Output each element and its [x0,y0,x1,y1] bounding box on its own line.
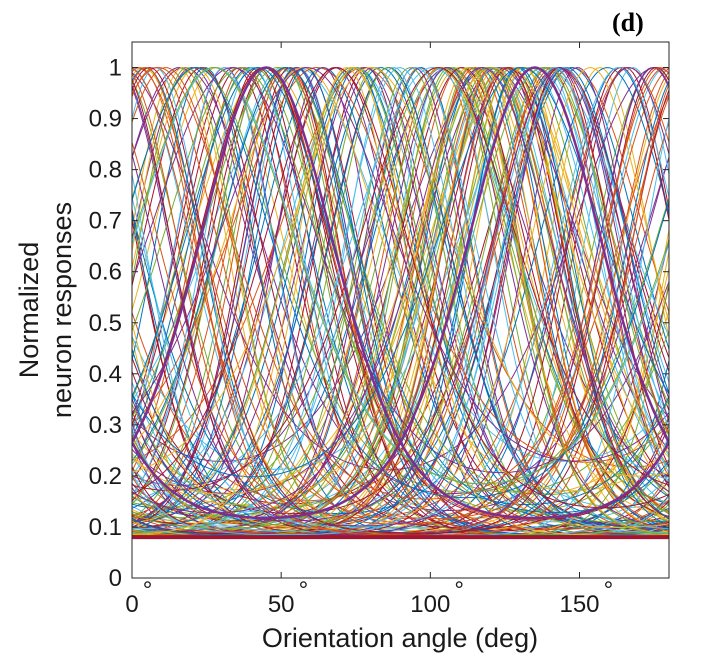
tuning-curve [132,67,669,502]
tuning-curve [132,66,669,528]
tuning-curve [132,67,669,536]
tuning-curve [132,67,669,535]
y-tick-label: 0.7 [89,208,122,235]
y-axis-label-line-1: Normalized [14,242,44,379]
tuning-curve [132,66,669,529]
plot-frame [131,41,670,579]
tuning-curve [132,66,669,505]
tuning-curve [132,66,669,525]
x-axis-ticks: 0°50°100°150° [125,42,613,618]
tuning-curve [132,67,669,513]
y-tick-label: 0.1 [89,514,122,541]
x-axis-label: Orientation angle (deg) [262,623,538,653]
tuning-curve [132,67,669,527]
tuning-curve [132,66,669,537]
tuning-curve [132,66,669,534]
tuning-curve [132,67,669,534]
tuning-curve [132,67,669,509]
tuning-curve [132,67,669,533]
y-tick-label: 0.6 [89,259,122,286]
x-tick-degree-sign: ° [143,577,153,604]
tuning-curves [132,66,669,540]
tuning-curve [132,67,669,462]
tuning-curve [132,66,669,493]
tuning-curve [132,66,669,485]
tuning-curve [132,67,669,509]
y-tick-label: 0.9 [89,106,122,133]
x-tick-degree-sign: ° [299,577,309,604]
tuning-curve [132,67,669,471]
tuning-curve [132,66,669,521]
x-tick-degree-sign: ° [454,577,464,604]
tuning-curve [132,67,669,530]
tuning-curve [132,67,669,526]
tuning-curve [132,67,669,474]
y-tick-label: 0.3 [89,412,122,439]
y-axis-label: Normalized neuron responses [14,202,77,418]
tuning-curve [132,67,669,499]
tuning-curve [132,67,669,478]
tuning-curve [132,66,669,528]
x-tick-label: 100 [410,591,450,618]
x-tick-label: 50 [268,591,295,618]
tuning-curve [132,66,669,514]
tuning-curve [132,66,669,536]
tuning-curve [132,66,669,477]
y-tick-label: 1 [109,55,122,82]
y-tick-label: 0.5 [89,310,122,337]
tuning-curve [132,67,669,532]
tuning-curve [132,66,669,520]
tuning-curve [132,67,669,536]
tuning-curve [132,66,669,528]
x-tick-label: 150 [559,591,599,618]
tuning-curve [132,66,669,494]
y-axis-label-line-2: neuron responses [47,202,77,418]
tuning-curve [132,67,669,525]
tuning-curve [132,66,669,530]
tuning-curve [132,67,669,519]
y-tick-label: 0.4 [89,361,122,388]
x-tick-degree-sign: ° [604,577,614,604]
y-tick-label: 0.2 [89,463,122,490]
tuning-curve [132,66,669,536]
y-tick-label: 0 [109,565,122,592]
plot-area [131,41,670,579]
tuning-curve [132,67,669,536]
y-tick-label: 0.8 [89,157,122,184]
tuning-curve [132,66,669,490]
y-axis-ticks: 0 0.1 0.2 0.3 0.4 0.5 0.6 0.7 0.8 0.9 1 [89,55,669,592]
tuning-curve [132,67,669,491]
x-tick-label: 0 [125,591,138,618]
panel-label: (d) [612,8,644,37]
